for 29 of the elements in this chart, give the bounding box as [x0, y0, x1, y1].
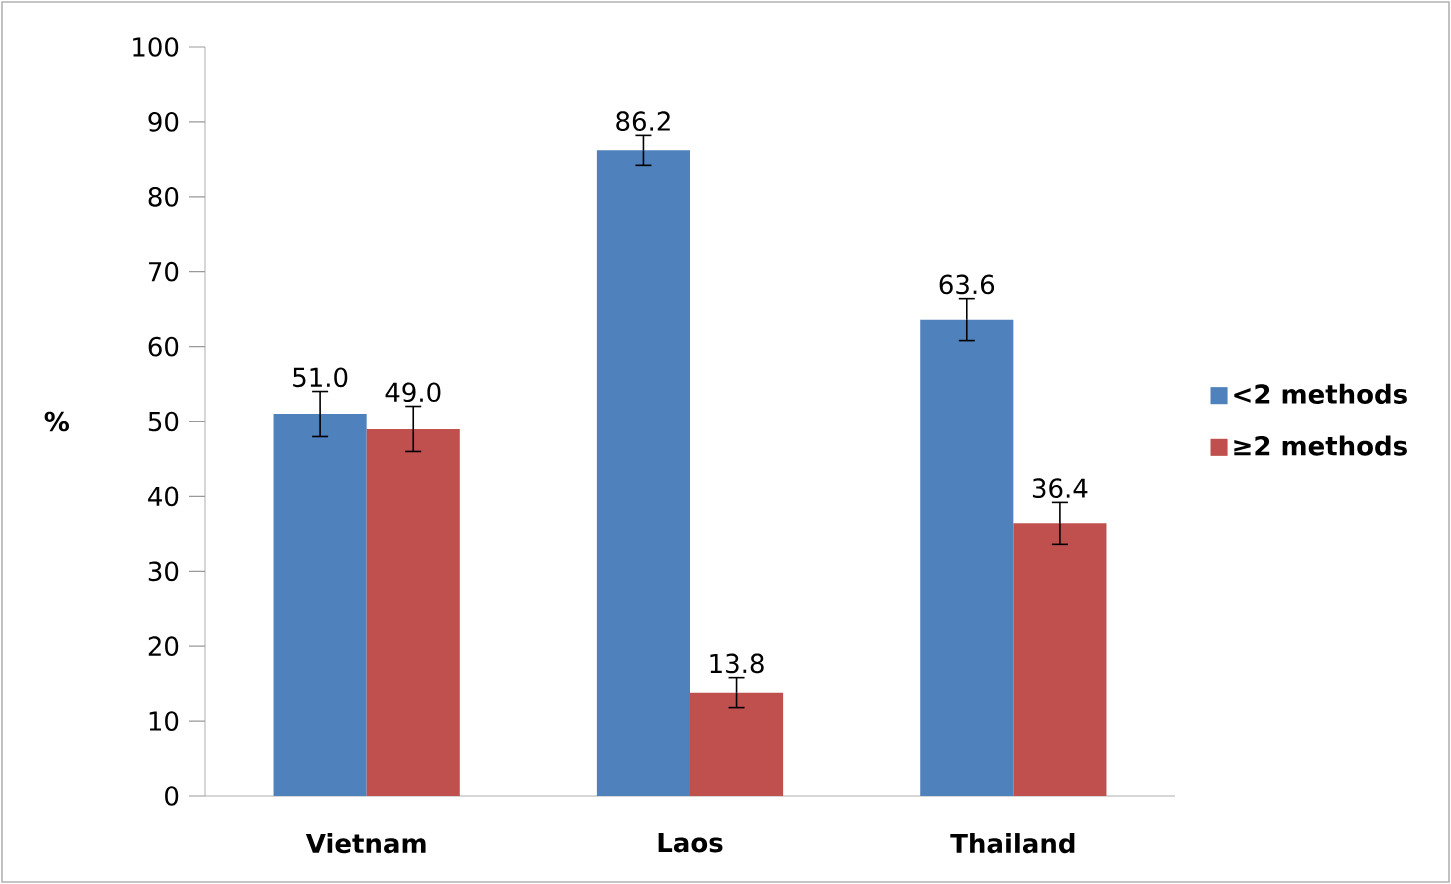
data-label: 51.0 — [293, 367, 348, 388]
data-label: 86.2 — [616, 111, 670, 131]
bar — [1013, 523, 1107, 796]
legend-label: <2 methods — [1234, 383, 1407, 404]
x-tick-label: Laos — [658, 833, 723, 853]
bar — [596, 150, 691, 796]
data-label: 13.8 — [710, 653, 764, 674]
y-tick-label: 20 — [148, 636, 179, 657]
y-tick-label: 0 — [165, 786, 179, 806]
y-tick-label: 80 — [148, 186, 179, 207]
y-tick-label: 90 — [148, 112, 179, 132]
bar — [920, 319, 1014, 796]
y-tick-label: 10 — [149, 711, 179, 731]
data-label: 63.6 — [939, 274, 995, 295]
y-axis-title: % — [44, 411, 69, 432]
y-tick-label: 60 — [148, 336, 179, 357]
bar — [273, 414, 367, 796]
y-tick-label: 70 — [148, 261, 179, 282]
y-tick-label: 100 — [133, 37, 179, 57]
bar — [690, 692, 784, 796]
x-tick-label: Thailand — [950, 833, 1075, 854]
data-label: 49.0 — [385, 382, 441, 403]
data-label: 36.4 — [1032, 478, 1088, 498]
y-tick-label: 50 — [148, 411, 179, 432]
x-tick-label: Vietnam — [305, 833, 426, 854]
y-tick-label: 30 — [148, 561, 179, 582]
legend-label: ≥2 methods — [1234, 435, 1407, 456]
bar — [366, 428, 460, 796]
y-tick-label: 40 — [148, 486, 179, 507]
